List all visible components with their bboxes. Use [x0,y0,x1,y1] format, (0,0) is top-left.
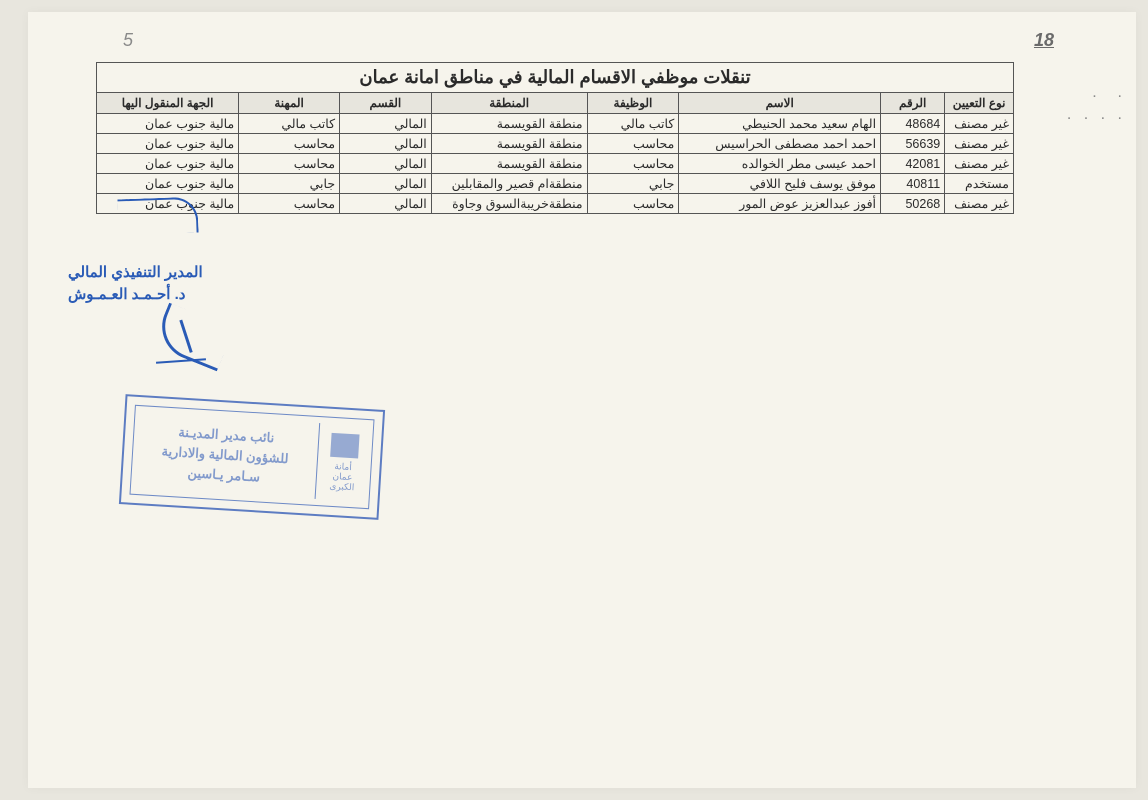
table-cell: احمد عيسى مطر الخوالده [679,154,881,174]
executive-name: د. أحـمـد العـمـوش [68,284,203,306]
table-cell: غير مصنف [945,154,1014,174]
table-cell: كاتب مالي [239,114,340,134]
executive-title: المدير التنفيذي المالي [68,262,203,284]
table-cell: منطقة القويسمة [431,154,587,174]
table-cell: مالية جنوب عمان [97,154,239,174]
table-row: غير مصنف56639احمد احمد مصطفى الحراسيسمحا… [97,134,1014,154]
table-cell: 42081 [881,154,945,174]
col-header: المنطقة [431,93,587,114]
executive-signature [148,314,238,374]
table-cell: المالي [340,134,432,154]
table-row: مستخدم40811موفق يوسف فليح اللافيجابيمنطق… [97,174,1014,194]
table-cell: احمد احمد مصطفى الحراسيس [679,134,881,154]
table-cell: المالي [340,194,432,214]
table-cell: مالية جنوب عمان [97,134,239,154]
table-row: غير مصنف48684الهام سعيد محمد الحنيطيكاتب… [97,114,1014,134]
table-cell: غير مصنف [945,114,1014,134]
table-cell: المالي [340,114,432,134]
table-cell: 56639 [881,134,945,154]
col-header: الرقم [881,93,945,114]
decorative-dots: . .. . . . [1067,82,1126,126]
table-cell: موفق يوسف فليح اللافي [679,174,881,194]
table-cell: أفوز عبدالعزيز عوض المور [679,194,881,214]
table-cell: 50268 [881,194,945,214]
table-cell: مالية جنوب عمان [97,114,239,134]
table-body: غير مصنف48684الهام سعيد محمد الحنيطيكاتب… [97,114,1014,214]
col-header: الاسم [679,93,881,114]
col-header: القسم [340,93,432,114]
col-header: الوظيفة [587,93,679,114]
table-cell: منطقةخريبةالسوق وجاوة [431,194,587,214]
table-cell: محاسب [587,194,679,214]
table-cell: كاتب مالي [587,114,679,134]
executive-title-block: المدير التنفيذي المالي د. أحـمـد العـمـو… [68,262,203,306]
table-cell: منطقة القويسمة [431,114,587,134]
table-cell: محاسب [239,134,340,154]
main-content: تنقلات موظفي الاقسام المالية في مناطق ام… [96,62,1014,214]
table-cell: محاسب [239,194,340,214]
table-cell: محاسب [587,154,679,174]
table-cell: جابي [239,174,340,194]
col-header: المهنة [239,93,340,114]
table-row: غير مصنف42081احمد عيسى مطر الخوالدهمحاسب… [97,154,1014,174]
stamp-logo: أمانة عمان الكبرى [315,423,366,502]
col-header: الجهة المنقول اليها [97,93,239,114]
table-cell: المالي [340,154,432,174]
stamp-text: نائب مدير المديـنة للشؤون المالية والادا… [139,412,311,498]
initial-signature [117,197,198,236]
table-cell: محاسب [587,134,679,154]
stamp-logo-text: أمانة عمان الكبرى [322,460,363,492]
table-cell: الهام سعيد محمد الحنيطي [679,114,881,134]
table-cell: 40811 [881,174,945,194]
table-row: غير مصنف50268أفوز عبدالعزيز عوض المورمحا… [97,194,1014,214]
table-cell: مالية جنوب عمان [97,174,239,194]
table-cell: محاسب [239,154,340,174]
transfers-table: نوع التعيين الرقم الاسم الوظيفة المنطقة … [96,92,1014,214]
table-cell: منطقة القويسمة [431,134,587,154]
table-cell: غير مصنف [945,134,1014,154]
page-number-right: 18 [1034,30,1054,51]
document-title: تنقلات موظفي الاقسام المالية في مناطق ام… [96,62,1014,92]
table-cell: غير مصنف [945,194,1014,214]
table-cell: منطقةام قصير والمقابلين [431,174,587,194]
document-page: 18 5 . .. . . . تنقلات موظفي الاقسام الم… [28,12,1136,788]
table-cell: مستخدم [945,174,1014,194]
table-cell: جابي [587,174,679,194]
table-cell: المالي [340,174,432,194]
table-cell: 48684 [881,114,945,134]
page-number-left: 5 [123,30,133,51]
official-stamp: أمانة عمان الكبرى نائب مدير المديـنة للش… [119,394,385,520]
col-header: نوع التعيين [945,93,1014,114]
table-header-row: نوع التعيين الرقم الاسم الوظيفة المنطقة … [97,93,1014,114]
